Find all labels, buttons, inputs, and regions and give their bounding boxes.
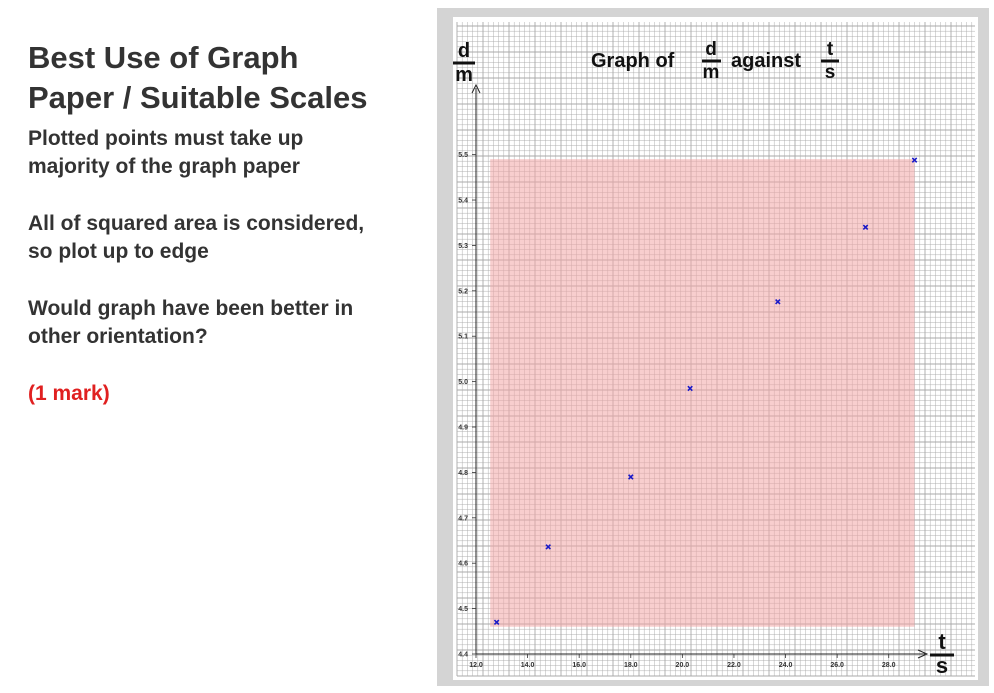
data-point-cross	[862, 224, 869, 231]
title-line-1: Best Use of Graph	[28, 40, 299, 75]
y-tick-label: 5.5	[458, 152, 468, 159]
x-axis-label-denominator: s	[936, 653, 948, 678]
title-x-var-numerator: t	[827, 39, 834, 60]
data-point-cross	[545, 544, 551, 550]
x-axis-arrow	[917, 649, 929, 659]
x-tick-label: 26.0	[830, 662, 844, 669]
data-points	[493, 157, 918, 625]
data-point-cross	[687, 385, 693, 392]
paragraph-plotted-points: Plotted points must take up majority of …	[28, 125, 428, 181]
title-y-var-numerator: d	[705, 39, 717, 60]
data-point-cross	[911, 157, 918, 163]
x-tick-label: 22.0	[727, 662, 741, 669]
data-point	[862, 224, 869, 231]
data-point	[911, 157, 918, 163]
data-point	[687, 385, 693, 392]
title-y-var-denominator: m	[703, 62, 720, 83]
y-tick-label: 5.2	[458, 288, 468, 295]
chart-title-middle: against	[731, 50, 801, 72]
x-tick-label: 12.0	[469, 662, 483, 669]
data-point	[545, 544, 551, 550]
y-tick-label: 4.8	[458, 470, 468, 477]
y-tick-label: 5.4	[458, 198, 468, 205]
x-tick-label: 18.0	[624, 662, 638, 669]
data-point	[775, 298, 781, 305]
x-tick-label: 24.0	[779, 662, 793, 669]
y-axis-label-denominator: m	[455, 64, 473, 86]
title-line-2: Paper / Suitable Scales	[28, 80, 368, 115]
data-point	[628, 474, 634, 480]
x-tick-label: 16.0	[572, 662, 586, 669]
para1-line-1: Plotted points must take up	[28, 127, 304, 150]
y-axis-label-numerator: d	[458, 40, 470, 62]
y-tick-labels: 4.4 4.5 4.6 4.7 4.8 4.9 5.0 5.1 5.2 5.3 5.4 5.5	[458, 152, 476, 659]
x-tick-labels: 12.0 14.0 16.0 18.0 20.0 22.0 24.0 26.0 28.0	[469, 654, 896, 669]
paragraph-orientation-question: Would graph have been better in other or…	[28, 295, 428, 351]
x-tick-label: 14.0	[521, 662, 535, 669]
slide-title: Best Use of Graph Paper / Suitable Scale…	[28, 38, 428, 118]
x-tick-label: 20.0	[676, 662, 690, 669]
y-tick-label: 5.1	[458, 334, 468, 341]
y-tick-label: 5.3	[458, 243, 468, 250]
mark-allocation: (1 mark)	[28, 382, 110, 405]
para2-line-1: All of squared area is considered,	[28, 212, 365, 235]
paragraph-squared-area: All of squared area is considered, so pl…	[28, 210, 428, 266]
slide-text: Best Use of Graph Paper / Suitable Scale…	[28, 38, 428, 408]
para1-line-2: majority of the graph paper	[28, 155, 300, 178]
y-axis-arrow	[471, 83, 481, 94]
data-point-cross	[628, 474, 634, 480]
data-point	[493, 619, 500, 625]
chart-title-prefix: Graph of	[591, 50, 675, 72]
data-point-cross	[493, 619, 500, 625]
title-x-var-denominator: s	[825, 62, 836, 83]
y-tick-label: 4.9	[458, 425, 468, 432]
para3-line-2: other orientation?	[28, 325, 208, 348]
y-tick-label: 4.7	[458, 515, 468, 522]
y-tick-label: 4.6	[458, 561, 468, 568]
para3-line-1: Would graph have been better in	[28, 297, 354, 320]
y-tick-label: 4.5	[458, 606, 468, 613]
x-axis-label-numerator: t	[938, 629, 946, 654]
data-point-cross	[775, 298, 781, 305]
y-tick-label: 4.4	[458, 652, 468, 659]
plot-area-highlight	[490, 159, 915, 627]
x-tick-label: 28.0	[882, 662, 896, 669]
para2-line-2: so plot up to edge	[28, 240, 209, 263]
y-tick-label: 5.0	[458, 379, 468, 386]
